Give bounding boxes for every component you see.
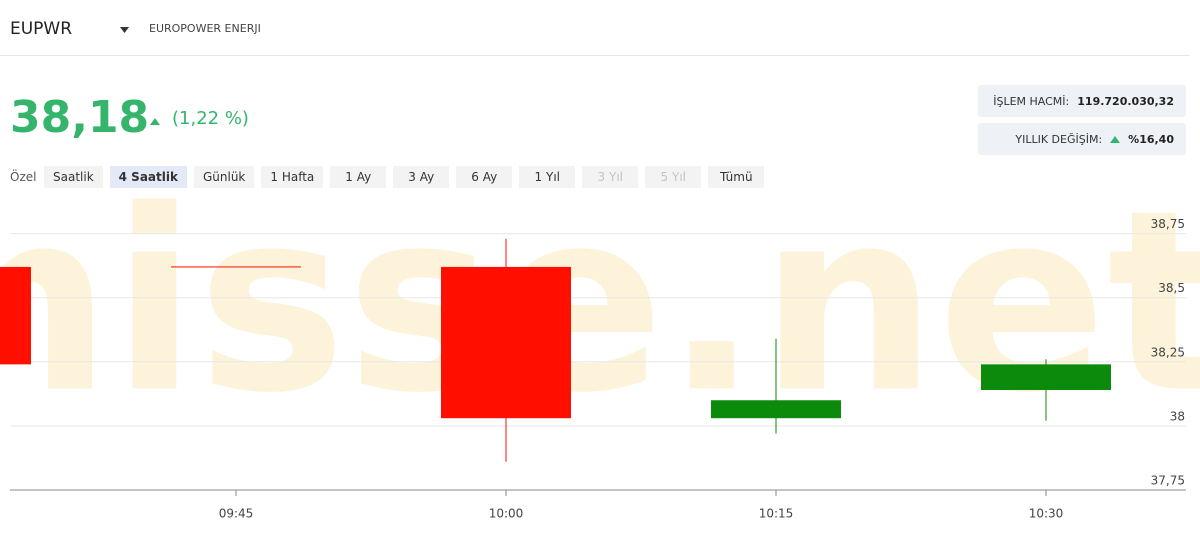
range-button[interactable]: 6 Ay [456,166,513,188]
range-button[interactable]: Tümü [708,166,765,188]
candle-body [441,266,571,419]
up-icon [150,118,160,125]
stat-value: 119.720.030,32 [1077,94,1174,108]
candle-body [171,266,301,268]
x-tick-label: 10:00 [489,507,524,521]
y-tick-label: 38,75 [1151,217,1185,231]
y-tick-label: 38 [1170,409,1185,423]
up-icon [1110,136,1121,143]
volume-box: İŞLEM HACMİ: 119.720.030,32 [978,85,1186,117]
stat-label: YILLIK DEĞİŞİM: [1015,132,1103,146]
range-button: 3 Yıl [582,166,639,188]
candle-body [981,364,1111,390]
range-button[interactable]: 1 Yıl [519,166,576,188]
x-tick-label: 10:15 [759,507,794,521]
yearly-box: YILLIK DEĞİŞİM: %16,40 [978,123,1186,155]
candle-body [711,400,841,419]
y-tick-label: 38,25 [1151,345,1185,359]
custom-label[interactable]: Özel [10,170,37,184]
x-tick-label: 09:45 [219,507,254,521]
candle-body [0,266,31,365]
range-button[interactable]: 3 Ay [393,166,450,188]
range-button[interactable]: Günlük [193,166,255,188]
range-buttons: Saatlik 4 Saatlik Günlük 1 Hafta 1 Ay 3 Ay 6 A… [44,166,765,188]
range-button[interactable]: 1 Hafta [261,166,324,188]
company-name: EUROPOWER ENERJI [149,22,261,35]
stat-label: İŞLEM HACMİ: [993,94,1070,108]
chart: hisse.net 37,75 38 38,25 38,5 38,75 09:45 10:0… [0,190,1200,521]
range-button: 5 Yıl [645,166,702,188]
range-button[interactable]: 1 Ay [330,166,387,188]
divider [0,55,1190,56]
y-tick-label: 38,5 [1158,281,1185,295]
y-tick-label: 37,75 [1151,474,1185,488]
stat-value: %16,40 [1128,132,1174,146]
price-change: (1,22 %) [172,108,249,129]
watermark: hisse.net [0,190,1200,447]
range-button[interactable]: Saatlik [44,166,103,188]
range-button[interactable]: 4 Saatlik [109,166,187,188]
dropdown-icon[interactable] [119,25,130,34]
price: 38,18 [10,92,150,143]
symbol: EUPWR [10,19,73,39]
x-tick-label: 10:30 [1029,507,1064,521]
